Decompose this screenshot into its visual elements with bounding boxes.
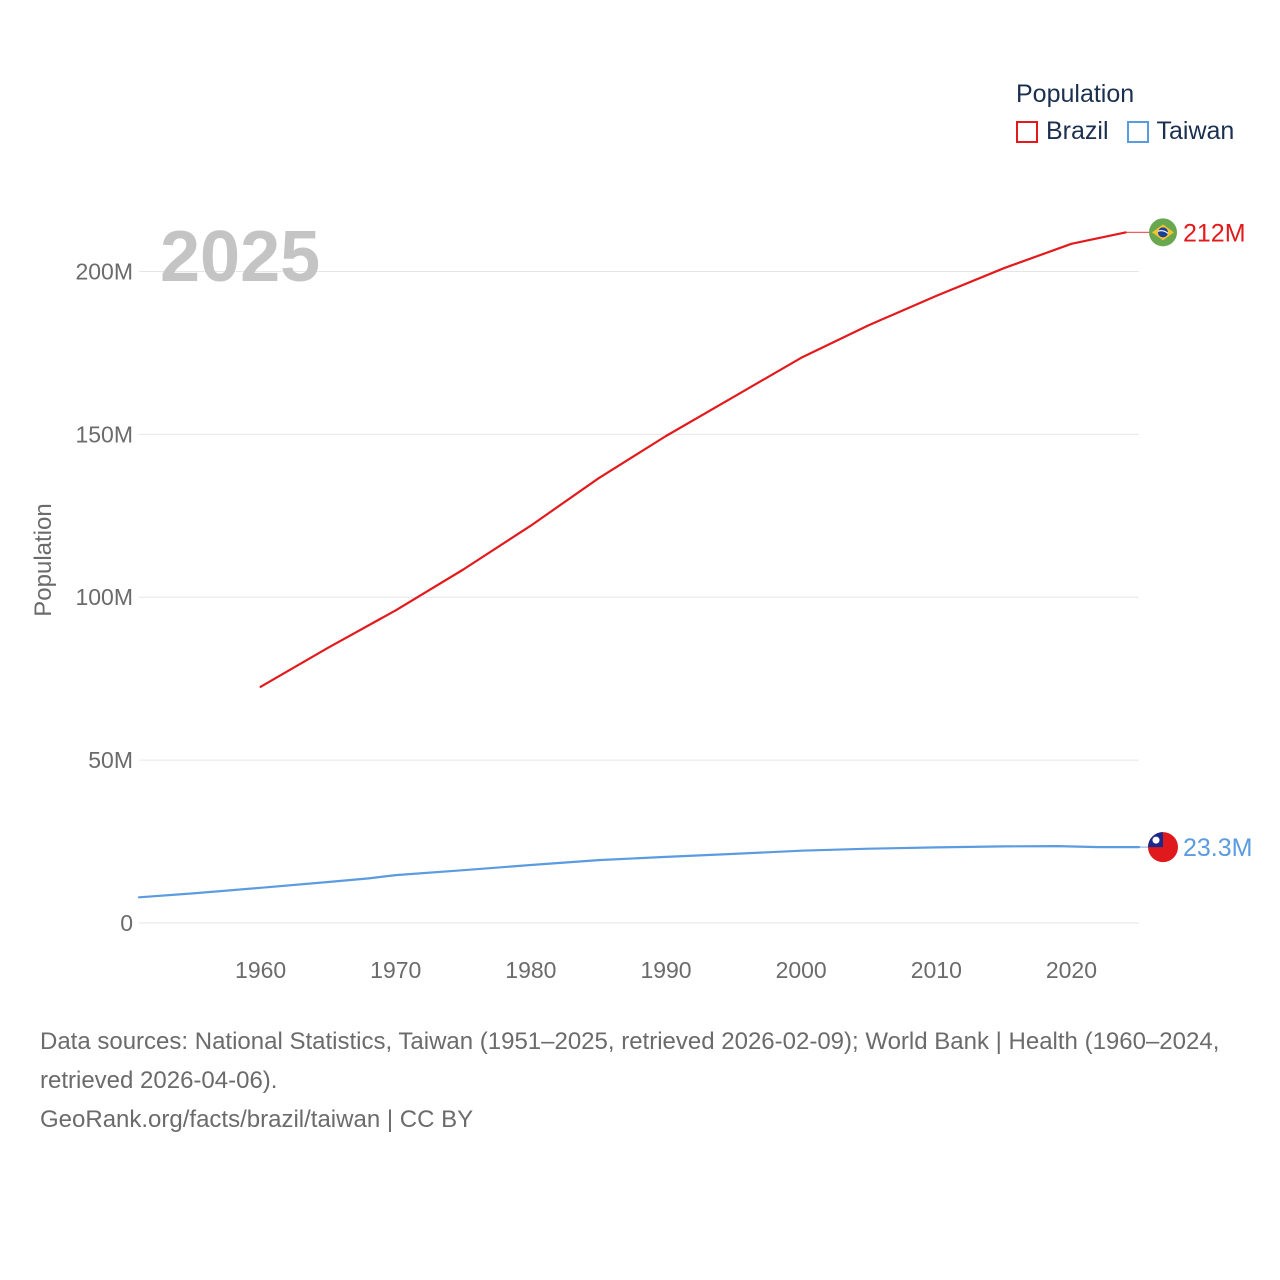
data-sources-note: Data sources: National Statistics, Taiwa…	[40, 1028, 1220, 1094]
taiwan-flag-icon	[1148, 832, 1178, 863]
x-tick-label: 1990	[640, 957, 691, 983]
year-watermark: 2025	[160, 217, 320, 297]
x-tick-label: 1970	[370, 957, 421, 983]
x-tick-label: 2010	[911, 957, 962, 983]
legend-swatch-brazil	[1016, 120, 1038, 143]
x-tick-label: 2000	[776, 957, 827, 983]
brazil-flag-icon	[1149, 218, 1177, 247]
y-tick-label: 50M	[88, 747, 133, 773]
credit-link[interactable]: GeoRank.org/facts/brazil/taiwan | CC BY	[40, 1106, 474, 1133]
chart-footer: Data sources: National Statistics, Taiwa…	[40, 1022, 1250, 1139]
legend-swatch-taiwan	[1126, 120, 1149, 143]
x-tick-label: 1980	[505, 957, 556, 983]
y-axis-ticks: 0 50M 100M 150M 200M	[75, 258, 133, 936]
y-tick-label: 0	[120, 910, 133, 936]
x-axis-ticks: 1960 1970 1980 1990 2000 2010 2020	[235, 957, 1097, 983]
series-end-markers: 212M 23.3M	[1125, 218, 1252, 863]
legend-title: Population	[1016, 80, 1135, 108]
legend-item-brazil[interactable]: Brazil	[1016, 117, 1109, 146]
y-tick-label: 100M	[75, 584, 133, 610]
end-value-label-taiwan: 23.3M	[1183, 834, 1252, 862]
series-lines	[137, 231, 1141, 899]
x-tick-label: 1960	[235, 957, 286, 983]
legend: Population Brazil Taiwan	[1016, 80, 1252, 146]
y-tick-label: 200M	[75, 258, 133, 284]
population-line-chart: 0 50M 100M 150M 200M 1960 1970 1980 1990 2000 201…	[30, 217, 1252, 983]
legend-label-brazil: Brazil	[1046, 117, 1109, 145]
x-tick-label: 2020	[1046, 957, 1097, 983]
legend-label-taiwan: Taiwan	[1156, 117, 1235, 145]
series-line-brazil	[259, 231, 1127, 688]
legend-item-taiwan[interactable]: Taiwan	[1126, 117, 1235, 146]
gridlines	[139, 270, 1139, 924]
end-value-label-brazil: 212M	[1183, 219, 1246, 247]
y-axis-label: Population	[30, 503, 57, 616]
y-tick-label: 150M	[75, 421, 133, 447]
series-line-taiwan	[137, 844, 1141, 899]
